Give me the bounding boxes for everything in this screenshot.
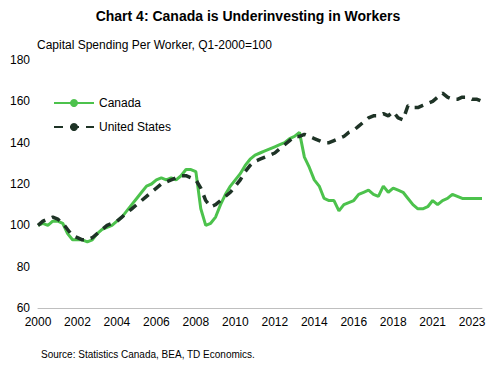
svg-text:2023: 2023: [459, 315, 486, 329]
svg-text:2016: 2016: [340, 315, 367, 329]
svg-text:2000: 2000: [25, 315, 52, 329]
svg-text:80: 80: [17, 260, 31, 274]
svg-text:2008: 2008: [183, 315, 210, 329]
svg-text:120: 120: [10, 177, 30, 191]
svg-text:Canada: Canada: [99, 96, 141, 110]
svg-text:2018: 2018: [380, 315, 407, 329]
svg-text:2004: 2004: [104, 315, 131, 329]
svg-text:2021: 2021: [419, 315, 446, 329]
svg-text:160: 160: [10, 94, 30, 108]
svg-text:2006: 2006: [143, 315, 170, 329]
svg-text:2012: 2012: [261, 315, 288, 329]
svg-text:2010: 2010: [222, 315, 249, 329]
svg-text:100: 100: [10, 218, 30, 232]
svg-text:140: 140: [10, 136, 30, 150]
svg-text:Source: Statistics Canada, BEA: Source: Statistics Canada, BEA, TD Econo…: [41, 349, 255, 360]
svg-text:60: 60: [17, 301, 31, 315]
svg-text:United States: United States: [99, 120, 171, 134]
svg-text:Capital Spending Per Worker, Q: Capital Spending Per Worker, Q1-2000=100: [37, 38, 272, 52]
svg-text:180: 180: [10, 53, 30, 67]
svg-text:2002: 2002: [64, 315, 91, 329]
svg-text:Chart 4: Canada is Underinvest: Chart 4: Canada is Underinvesting in Wor…: [96, 8, 401, 24]
svg-text:2014: 2014: [301, 315, 328, 329]
